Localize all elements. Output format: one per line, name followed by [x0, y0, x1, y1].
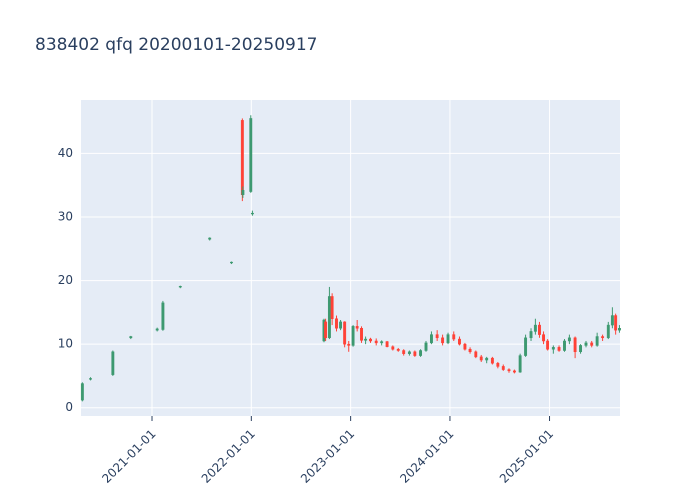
candle-body: [380, 341, 384, 344]
chart-title: 838402 qfq 20200101-20250917: [35, 35, 317, 55]
candle-body: [606, 324, 610, 339]
candle-body: [155, 328, 159, 331]
candle-body: [463, 343, 467, 350]
candle-body: [485, 357, 489, 361]
candle-body: [424, 342, 428, 351]
candle-body: [551, 347, 555, 350]
candle-body: [501, 366, 505, 370]
candle-body: [529, 331, 533, 339]
candle-body: [533, 324, 537, 332]
candle-body: [610, 315, 614, 326]
candle-body: [507, 369, 511, 372]
candle-body: [419, 350, 423, 356]
y-tick-label: 10: [58, 337, 73, 351]
candle-body: [347, 343, 351, 346]
candle-body: [614, 315, 618, 331]
y-tick-label: 40: [58, 146, 73, 160]
candle-body: [458, 338, 461, 345]
candle-body: [512, 370, 516, 373]
x-tick-label: 2023-01-01: [298, 427, 357, 486]
candle-body: [327, 296, 331, 339]
candle-body: [249, 118, 253, 192]
candle-body: [364, 338, 368, 341]
candle-body: [339, 321, 343, 329]
candle-body: [538, 324, 541, 335]
candle-body: [474, 351, 478, 358]
candle-body: [208, 237, 212, 240]
candle-body: [129, 336, 133, 339]
candle-body: [490, 357, 494, 364]
candle-body: [369, 338, 372, 342]
candle-body: [468, 348, 472, 353]
candle-body: [479, 356, 483, 361]
candle-body: [360, 328, 363, 341]
candle-body: [324, 321, 328, 339]
x-tick-label: 2021-01-01: [99, 427, 158, 486]
candle-body: [496, 362, 500, 367]
candle-body: [557, 347, 561, 351]
candle-body: [407, 351, 411, 354]
candle-body: [241, 190, 245, 195]
candle-body: [250, 212, 254, 215]
candle-body: [335, 318, 338, 329]
candle-body: [161, 302, 165, 330]
candle-body: [618, 328, 621, 331]
candle-body: [429, 334, 433, 344]
candle-body: [524, 337, 528, 356]
candle-body: [579, 345, 582, 353]
candle-body: [595, 336, 599, 346]
candle-body: [441, 337, 445, 344]
candle-body: [355, 326, 359, 329]
candle-body: [80, 383, 84, 401]
candle-body: [396, 348, 400, 351]
y-tick-label: 30: [58, 209, 73, 223]
candle-body: [584, 342, 588, 346]
candle-body: [89, 378, 92, 380]
candle-body: [111, 351, 115, 375]
y-tick-label: 0: [65, 400, 73, 414]
candle-body: [546, 340, 550, 350]
candle-body: [230, 261, 233, 264]
candle-body: [343, 321, 347, 345]
candle-body: [518, 355, 522, 373]
candle-body: [573, 337, 577, 353]
candle-body: [601, 336, 605, 339]
candle-body: [240, 120, 244, 195]
candle-body: [351, 326, 355, 346]
candle-body: [563, 340, 566, 351]
candle-body: [391, 346, 395, 350]
candle-body: [590, 342, 594, 346]
candle-body: [178, 286, 182, 288]
candle-body: [374, 340, 378, 344]
candle-body: [567, 337, 571, 342]
x-tick-label: 2025-01-01: [497, 427, 556, 486]
candle-body: [413, 351, 417, 356]
candle-body: [385, 341, 389, 347]
x-tick-label: 2024-01-01: [397, 427, 456, 486]
candle-body: [452, 334, 456, 340]
x-tick-label: 2022-01-01: [199, 427, 258, 486]
candle-body: [542, 334, 545, 342]
candle-body: [402, 350, 406, 354]
candle-body: [446, 334, 450, 344]
y-tick-label: 20: [58, 273, 73, 287]
candle-body: [330, 296, 334, 319]
candle-body: [435, 334, 439, 339]
